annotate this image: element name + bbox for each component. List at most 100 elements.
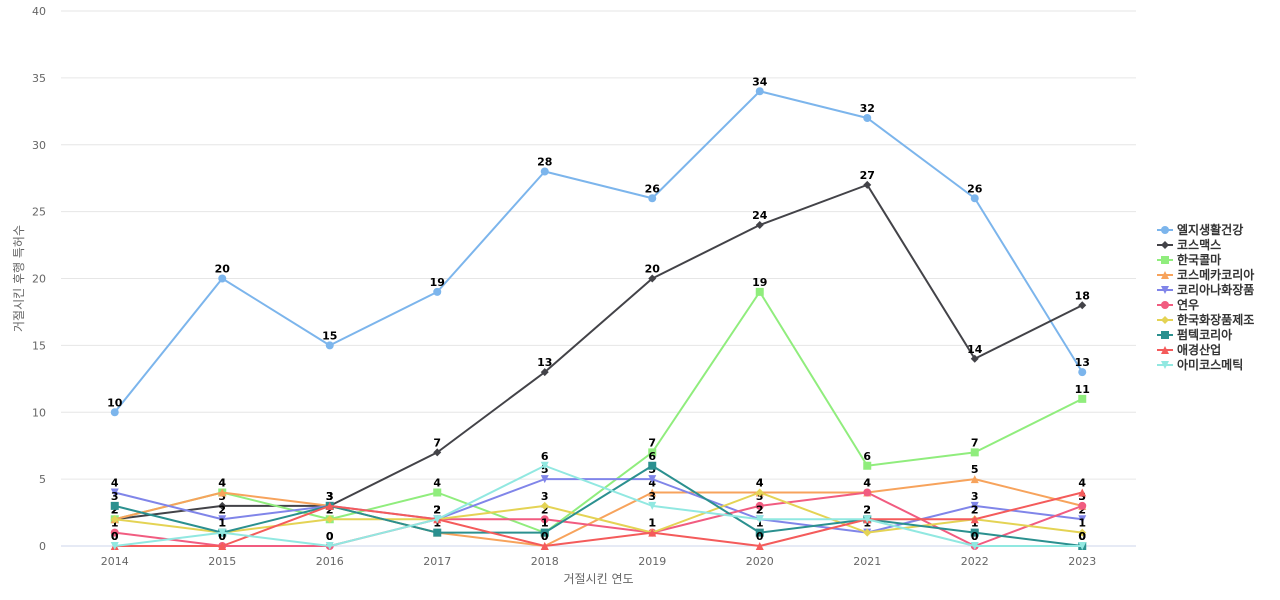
y-axis-title: 거절시킨 후행 특허수 (11, 225, 26, 332)
legend-marker (1161, 346, 1169, 354)
x-tick-label: 2021 (853, 555, 881, 568)
y-tick-label: 15 (32, 339, 46, 352)
data-label: 2 (863, 503, 871, 516)
y-tick-label: 30 (32, 139, 46, 152)
legend-marker (1161, 361, 1169, 369)
data-label: 3 (326, 490, 334, 503)
legend-item[interactable]: 한국콜마 (1157, 252, 1221, 267)
legend-item[interactable]: 코리아나화장품 (1157, 282, 1254, 297)
data-point (970, 542, 979, 550)
data-point (648, 448, 657, 457)
data-point (863, 515, 872, 524)
data-point (863, 488, 872, 497)
data-label: 3 (111, 490, 119, 503)
legend-item[interactable]: 펌텍코리아 (1157, 327, 1232, 342)
data-point (540, 515, 549, 524)
x-tick-label: 2019 (638, 555, 666, 568)
data-label: 32 (860, 102, 875, 115)
data-label: 0 (326, 530, 334, 543)
data-point (110, 488, 119, 497)
legend: 엘지생활건강코스맥스한국콜마코스메카코리아코리아나화장품연우한국화장품제조펌텍코… (1157, 222, 1254, 372)
data-label: 1 (1078, 517, 1086, 530)
data-label: 26 (967, 182, 983, 195)
data-point (218, 274, 227, 283)
data-label: 13 (537, 356, 552, 369)
data-point (1078, 528, 1087, 537)
data-label: 7 (971, 436, 979, 449)
data-point (648, 461, 657, 470)
data-point (433, 528, 442, 537)
data-point (110, 515, 119, 524)
data-label: 4 (756, 477, 764, 490)
data-label: 4 (863, 477, 871, 490)
legend-item[interactable]: 코스메카코리아 (1157, 267, 1254, 282)
data-point (648, 488, 657, 497)
y-tick-label: 40 (32, 5, 46, 18)
data-label: 1 (541, 517, 549, 530)
legend-item[interactable]: 연우 (1157, 297, 1199, 312)
data-point (1078, 542, 1087, 550)
data-point (970, 528, 979, 537)
data-point (110, 501, 119, 510)
data-label: 10 (107, 396, 123, 409)
data-point (433, 488, 442, 497)
x-tick-label: 2014 (101, 555, 129, 568)
data-label: 4 (648, 477, 656, 490)
data-label: 19 (752, 276, 767, 289)
legend-label: 엘지생활건강 (1177, 222, 1243, 237)
data-point (540, 501, 549, 510)
data-point (970, 475, 979, 484)
legend-item[interactable]: 애경산업 (1157, 342, 1221, 357)
data-point (755, 221, 764, 229)
data-label: 2 (218, 503, 226, 516)
data-point (433, 515, 442, 524)
data-label: 6 (863, 450, 871, 463)
series-line (113, 90, 1084, 413)
legend-label: 코스맥스 (1177, 237, 1221, 252)
data-point (648, 274, 657, 283)
data-label: 1 (218, 517, 226, 530)
data-label: 27 (860, 169, 875, 182)
data-point (970, 515, 979, 524)
data-point (325, 501, 334, 510)
legend-marker (1161, 301, 1169, 309)
data-label: 1 (648, 517, 656, 530)
data-point (1078, 394, 1087, 403)
data-point (1078, 368, 1087, 377)
data-point (325, 515, 334, 524)
series-line (114, 183, 1083, 521)
data-label: 2 (863, 503, 871, 516)
data-label: 1 (218, 517, 226, 530)
legend-label: 한국콜마 (1177, 252, 1221, 267)
series-1: 10 20 15 19 28 26 34 32 26 13 (107, 75, 1090, 417)
data-label: 28 (537, 156, 552, 169)
data-point (970, 501, 979, 510)
data-label: 6 (541, 450, 549, 463)
data-label: 2 (433, 503, 441, 516)
legend-marker (1161, 286, 1169, 294)
data-label: 0 (541, 530, 549, 543)
series-8: 3131161210 (110, 450, 1086, 550)
x-tick-label: 2015 (208, 555, 236, 568)
gridlines (61, 10, 1136, 547)
legend-item[interactable]: 코스맥스 (1157, 237, 1221, 252)
legend-item[interactable]: 아미코스메틱 (1157, 357, 1243, 372)
data-label: 3 (326, 490, 334, 503)
legend-item[interactable]: 엘지생활건강 (1157, 222, 1243, 237)
data-point (540, 528, 549, 537)
data-label: 2 (433, 503, 441, 516)
data-label: 4 (218, 477, 226, 490)
data-point (1078, 501, 1087, 510)
data-point (110, 542, 119, 550)
x-tick-label: 2020 (746, 555, 774, 568)
legend-item[interactable]: 한국화장품제조 (1157, 312, 1254, 327)
data-point (218, 501, 227, 510)
data-point (755, 515, 764, 524)
data-label: 20 (215, 263, 231, 276)
data-point (755, 542, 764, 550)
data-point (970, 194, 979, 203)
data-label: 0 (1078, 530, 1086, 543)
